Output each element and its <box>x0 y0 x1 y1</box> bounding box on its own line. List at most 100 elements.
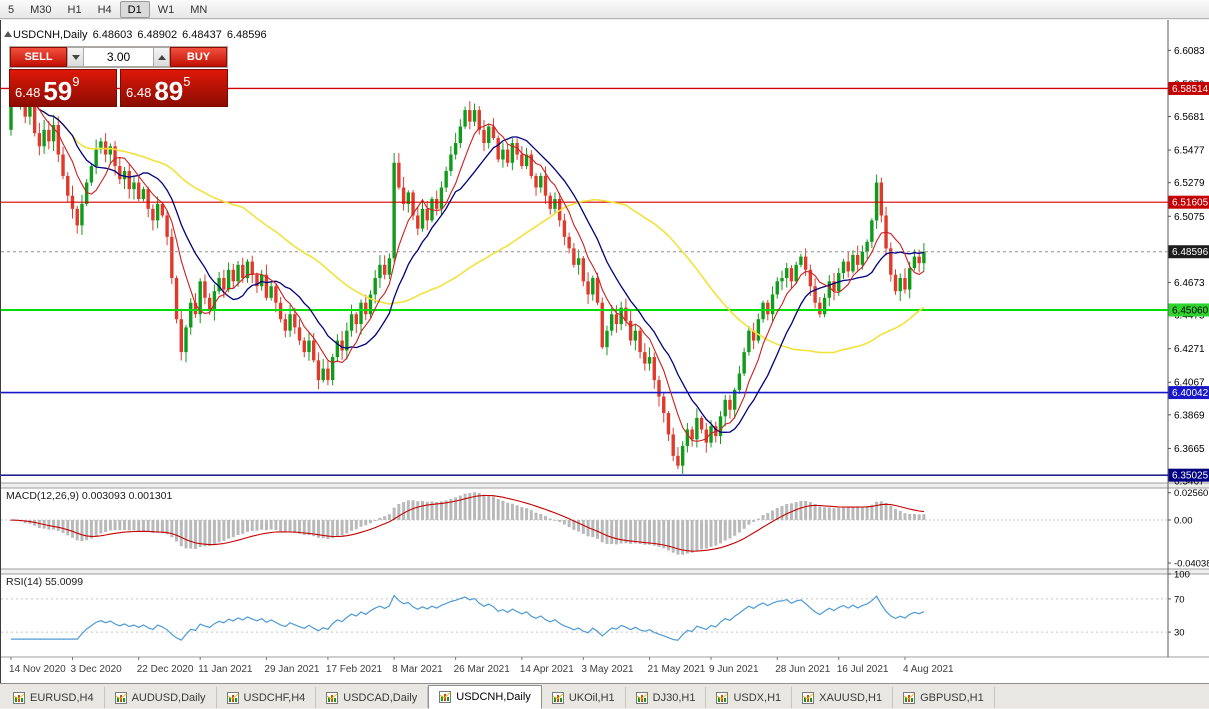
tab-label: XAUUSD,H1 <box>819 692 882 704</box>
trade-controls-row: SELL BUY <box>9 46 228 68</box>
volume-input[interactable] <box>84 47 153 67</box>
svg-text:22 Dec 2020: 22 Dec 2020 <box>137 664 194 675</box>
volume-down-button[interactable] <box>67 47 84 67</box>
chart-marker-icon <box>4 31 12 37</box>
svg-text:0.02560: 0.02560 <box>1174 488 1208 499</box>
ohlc-symbol: USDCNH,Daily <box>13 29 88 41</box>
chart-tab-icon <box>326 692 338 704</box>
svg-text:-0.04038: -0.04038 <box>1174 559 1209 570</box>
tab-ukoil-h1[interactable]: UKOil,H1 <box>542 687 626 708</box>
svg-text:6.5279: 6.5279 <box>1174 178 1205 189</box>
chart-tab-icon <box>802 692 814 704</box>
tab-label: EURUSD,H4 <box>30 692 94 704</box>
chart-tab-icon <box>439 691 451 703</box>
chart-tab-icon <box>903 692 915 704</box>
tab-audusd-daily[interactable]: AUDUSD,Daily <box>105 687 217 708</box>
chart-canvas[interactable]: 6.60836.58796.56816.54776.52796.50756.48… <box>1 20 1209 683</box>
tab-label: DJ30,H1 <box>653 692 696 704</box>
ohlc-low: 6.48437 <box>182 29 222 41</box>
sell-price-prefix: 6.48 <box>15 85 40 104</box>
svg-text:6.45060: 6.45060 <box>1172 305 1209 316</box>
tab-label: USDX,H1 <box>733 692 781 704</box>
sell-price-big: 59 <box>43 78 72 104</box>
ohlc-readout: USDCNH,Daily 6.48603 6.48902 6.48437 6.48596 <box>13 29 272 41</box>
svg-text:8 Mar 2021: 8 Mar 2021 <box>392 664 443 675</box>
svg-text:6.3869: 6.3869 <box>1174 410 1205 421</box>
chart-tab-icon <box>115 692 127 704</box>
ohlc-high: 6.48902 <box>137 29 177 41</box>
svg-text:16 Jul 2021: 16 Jul 2021 <box>837 664 889 675</box>
svg-text:100: 100 <box>1174 570 1190 581</box>
period-button-m30[interactable]: M30 <box>22 1 59 18</box>
svg-text:6.4271: 6.4271 <box>1174 344 1205 355</box>
svg-text:6.5681: 6.5681 <box>1174 112 1205 123</box>
tab-usdcnh-daily[interactable]: USDCNH,Daily <box>428 685 542 709</box>
volume-up-button[interactable] <box>153 47 170 67</box>
svg-text:6.40042: 6.40042 <box>1172 388 1209 399</box>
tab-usdx-h1[interactable]: USDX,H1 <box>706 687 792 708</box>
svg-text:0.00: 0.00 <box>1174 515 1193 526</box>
period-button-h1[interactable]: H1 <box>60 1 90 18</box>
svg-text:6.5075: 6.5075 <box>1174 212 1205 223</box>
sell-button[interactable]: SELL <box>10 47 67 67</box>
tab-usdchf-h4[interactable]: USDCHF,H4 <box>217 687 317 708</box>
buy-price-prefix: 6.48 <box>126 85 151 104</box>
chart-tab-icon <box>716 692 728 704</box>
chart-tab-icon <box>13 692 25 704</box>
ohlc-close: 6.48596 <box>227 29 267 41</box>
period-button-mn[interactable]: MN <box>182 1 215 18</box>
svg-text:6.6083: 6.6083 <box>1174 46 1205 57</box>
svg-text:6.5477: 6.5477 <box>1174 146 1205 157</box>
svg-text:29 Jan 2021: 29 Jan 2021 <box>264 664 319 675</box>
svg-text:28 Jun 2021: 28 Jun 2021 <box>775 664 830 675</box>
ohlc-open: 6.48603 <box>93 29 133 41</box>
tab-gbpusd-h1[interactable]: GBPUSD,H1 <box>893 687 995 708</box>
svg-text:11 Jan 2021: 11 Jan 2021 <box>198 664 253 675</box>
macd-title: MACD(12,26,9) 0.003093 0.001301 <box>6 490 173 502</box>
svg-text:6.58514: 6.58514 <box>1172 84 1209 95</box>
tab-label: UKOil,H1 <box>569 692 615 704</box>
svg-text:30: 30 <box>1174 628 1185 639</box>
buy-button[interactable]: BUY <box>170 47 227 67</box>
svg-text:4 Aug 2021: 4 Aug 2021 <box>903 664 954 675</box>
rsi-title: RSI(14) 55.0099 <box>6 576 83 588</box>
tab-xauusd-h1[interactable]: XAUUSD,H1 <box>792 687 893 708</box>
svg-text:6.3665: 6.3665 <box>1174 444 1205 455</box>
chart-tab-icon <box>552 692 564 704</box>
tab-label: USDCHF,H4 <box>244 692 306 704</box>
tab-label: AUDUSD,Daily <box>132 692 206 704</box>
period-button-5[interactable]: 5 <box>0 1 22 18</box>
svg-text:6.48596: 6.48596 <box>1172 247 1209 258</box>
sell-price-sup: 9 <box>72 72 79 89</box>
spinner-down-icon <box>72 55 80 60</box>
svg-text:14 Nov 2020: 14 Nov 2020 <box>9 664 66 675</box>
svg-text:26 Mar 2021: 26 Mar 2021 <box>454 664 511 675</box>
tab-eurusd-h4[interactable]: EURUSD,H4 <box>3 687 105 708</box>
tab-dj30-h1[interactable]: DJ30,H1 <box>626 687 707 708</box>
chart-tab-icon <box>227 692 239 704</box>
svg-text:6.4673: 6.4673 <box>1174 278 1205 289</box>
svg-text:14 Apr 2021: 14 Apr 2021 <box>520 664 574 675</box>
svg-text:6.51605: 6.51605 <box>1172 198 1209 209</box>
period-button-w1[interactable]: W1 <box>150 1 183 18</box>
tab-label: GBPUSD,H1 <box>920 692 984 704</box>
spinner-up-icon <box>158 55 166 60</box>
period-button-h4[interactable]: H4 <box>90 1 120 18</box>
svg-text:6.35025: 6.35025 <box>1172 471 1209 482</box>
period-button-d1[interactable]: D1 <box>120 1 150 18</box>
tab-usdcad-daily[interactable]: USDCAD,Daily <box>316 687 428 708</box>
buy-price-sup: 5 <box>183 72 190 89</box>
tab-label: USDCAD,Daily <box>343 692 417 704</box>
svg-text:70: 70 <box>1174 594 1185 605</box>
buy-price-big: 89 <box>154 78 183 104</box>
svg-text:9 Jun 2021: 9 Jun 2021 <box>709 664 759 675</box>
chart-window[interactable]: 6.60836.58796.56816.54776.52796.50756.48… <box>0 20 1209 683</box>
svg-text:3 May 2021: 3 May 2021 <box>581 664 634 675</box>
svg-text:21 May 2021: 21 May 2021 <box>648 664 706 675</box>
svg-text:3 Dec 2020: 3 Dec 2020 <box>70 664 122 675</box>
